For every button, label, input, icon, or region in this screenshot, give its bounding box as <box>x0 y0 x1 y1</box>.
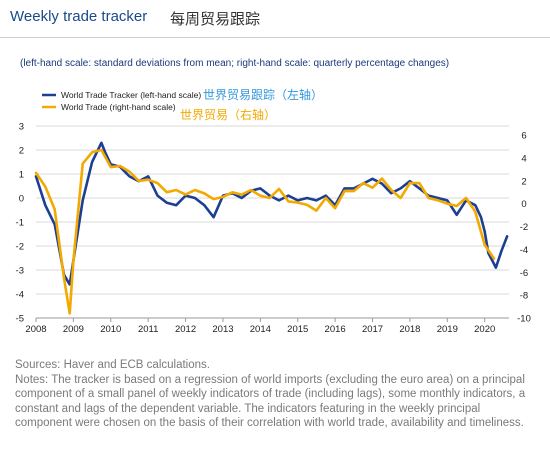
right-tick-label: 6 <box>521 131 526 142</box>
x-tick-label: 2017 <box>362 324 383 335</box>
x-tick-label: 2010 <box>100 324 121 335</box>
legend-annotation-1: 世界贸易（右轴） <box>180 107 276 122</box>
left-tick-label: 2 <box>19 146 24 157</box>
x-tick-label: 2020 <box>474 324 495 335</box>
left-tick-label: -3 <box>16 266 24 277</box>
x-tick-label: 2012 <box>175 324 196 335</box>
right-tick-label: 4 <box>521 154 526 165</box>
x-tick-label: 2009 <box>63 324 84 335</box>
page-title: Weekly trade tracker <box>10 8 148 25</box>
right-tick-label: -4 <box>520 245 528 256</box>
right-tick-label: -10 <box>517 314 531 325</box>
legend-annotation-0: 世界贸易跟踪（左轴） <box>203 87 323 102</box>
series-line-world-trade <box>34 148 496 315</box>
right-tick-label: -6 <box>520 268 528 279</box>
left-tick-label: 1 <box>19 170 24 181</box>
left-tick-label: -5 <box>16 314 24 325</box>
x-tick-label: 2016 <box>325 324 346 335</box>
left-tick-label: -1 <box>16 218 24 229</box>
left-tick-label: 3 <box>19 122 24 133</box>
chart-footer: Sources: Haver and ECB calculations. Not… <box>15 358 540 431</box>
x-tick-label: 2015 <box>287 324 308 335</box>
x-tick-label: 2008 <box>25 324 46 335</box>
right-tick-label: 2 <box>521 176 526 187</box>
right-tick-label: -2 <box>520 222 528 233</box>
left-tick-label: -2 <box>16 242 24 253</box>
chart-subtitle: (left-hand scale: standard deviations fr… <box>20 58 450 69</box>
left-tick-label: 0 <box>19 194 24 205</box>
x-tick-label: 2018 <box>399 324 420 335</box>
header: Weekly trade tracker 每周贸易跟踪 <box>0 0 550 38</box>
line-chart: 3 2 1 0 -1 -2 -3 -4 -5 6 4 2 0 -2 -4 -6 -8 -10 2008 2009 201… <box>16 87 531 335</box>
sources-note: Sources: Haver and ECB calculations. <box>15 359 210 371</box>
x-tick-label: 2011 <box>138 324 158 335</box>
page-title-chinese: 每周贸易跟踪 <box>170 10 261 28</box>
legend-label-1: World Trade (right-hand scale) <box>61 102 176 112</box>
left-tick-label: -4 <box>16 290 24 301</box>
right-tick-label: -8 <box>520 291 528 302</box>
methodology-note: Notes: The tracker is based on a regress… <box>15 373 526 430</box>
x-tick-label: 2019 <box>437 324 458 335</box>
x-tick-label: 2014 <box>250 324 271 335</box>
x-tick-label: 2013 <box>212 324 233 335</box>
legend-label-0: World Trade Tracker (left-hand scale) <box>61 90 201 100</box>
right-tick-label: 0 <box>521 199 526 210</box>
series-line-tracker <box>34 141 509 286</box>
